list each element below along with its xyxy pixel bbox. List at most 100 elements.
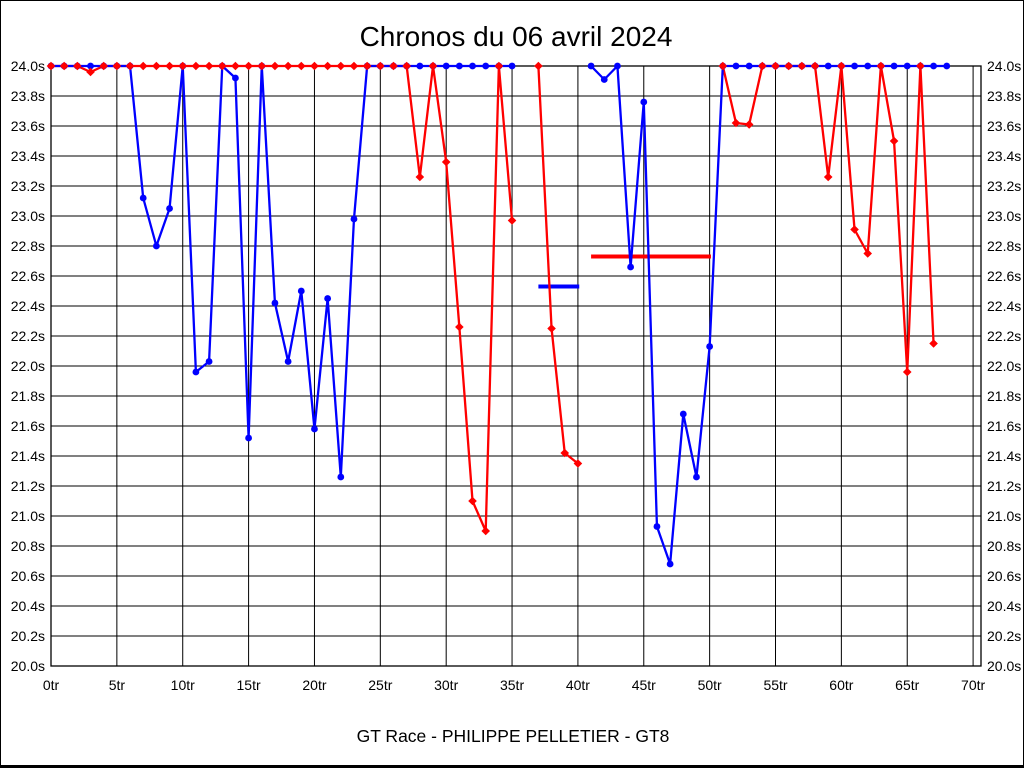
blue-lane-point [152, 242, 160, 250]
red-lane-point [125, 61, 135, 71]
chart-caption: GT Race - PHILIPPE PELLETIER - GT8 [357, 726, 670, 746]
x-axis-label: 45tr [632, 677, 656, 693]
blue-lane-point [693, 473, 700, 481]
red-lane-point [112, 61, 122, 71]
x-axis-label: 15tr [237, 677, 261, 693]
red-lane-point [573, 459, 583, 468]
blue-lane-point [745, 62, 753, 70]
red-lane-point [257, 61, 267, 71]
red-lane-point [283, 61, 293, 71]
y-axis-label-left: 23.2s [11, 178, 45, 194]
y-axis-label-right: 21.4s [987, 448, 1021, 464]
y-axis-label-left: 21.8s [11, 388, 45, 404]
blue-lane-point [232, 74, 239, 82]
red-lane-point [494, 61, 504, 71]
red-lane-point [99, 61, 108, 71]
red-lane-point [349, 61, 359, 71]
red-lane-point [191, 61, 201, 71]
red-lane-point [929, 339, 938, 348]
red-lane-point [771, 61, 780, 71]
red-lane-point [336, 61, 346, 71]
blue-lane-point [139, 194, 147, 202]
red-lane-point [402, 61, 411, 71]
red-lane-point [481, 526, 491, 536]
blue-lane-line [590, 64, 947, 566]
red-lane-point [784, 61, 793, 71]
y-axis-label-left: 21.4s [11, 448, 45, 464]
blue-lane-point [666, 560, 674, 568]
x-axis-label: 25tr [368, 677, 392, 693]
y-axis-label-left: 20.2s [11, 628, 45, 644]
x-axis-label: 55tr [763, 677, 787, 693]
red-lane-point [415, 172, 425, 182]
y-axis-label-left: 23.0s [11, 208, 45, 224]
blue-lane-point [508, 62, 516, 70]
blue-lane-point [482, 62, 490, 70]
y-axis-label-left: 21.6s [11, 418, 45, 434]
blue-lane-point [653, 523, 661, 530]
red-lane-point [152, 61, 161, 71]
y-axis-label-right: 22.2s [987, 328, 1021, 344]
blue-lane-point [324, 295, 332, 302]
red-lane-point [270, 61, 280, 71]
blue-lane-point [166, 205, 173, 212]
blue-lane-point [614, 62, 621, 70]
red-lane-point [889, 136, 899, 146]
x-axis-label: 50tr [698, 677, 722, 693]
red-lane-point [86, 67, 95, 77]
x-axis-label: 35tr [500, 677, 524, 693]
y-axis-label-right: 23.8s [987, 88, 1021, 104]
blue-lane-point [824, 62, 832, 70]
y-axis-label-left: 22.0s [11, 358, 45, 374]
red-lane-point [823, 172, 833, 182]
y-axis-label-left: 20.0s [11, 658, 45, 674]
red-lane-point [797, 61, 807, 71]
y-axis-label-right: 21.6s [987, 418, 1021, 434]
y-axis-label-right: 23.4s [987, 148, 1021, 164]
red-lane-line [51, 64, 514, 533]
red-lane-point [296, 61, 306, 71]
y-axis-label-left: 22.4s [11, 298, 45, 314]
y-axis-label-right: 22.4s [987, 298, 1021, 314]
x-axis-label: 20tr [302, 677, 326, 693]
y-axis-label-right: 20.0s [987, 658, 1021, 674]
red-lane-point [389, 61, 398, 71]
blue-lane-point [587, 62, 595, 70]
red-lane-point [217, 61, 227, 71]
y-axis-label-right: 21.0s [987, 508, 1021, 524]
red-lane-point [204, 61, 214, 71]
red-lane-point [165, 61, 174, 71]
chart-title: Chronos du 06 avril 2024 [360, 21, 673, 52]
red-lane-point [231, 61, 240, 71]
y-axis-label-left: 20.4s [11, 598, 45, 614]
y-axis-label-left: 22.2s [11, 328, 45, 344]
red-lane-point [468, 496, 477, 506]
red-lane-point [731, 118, 741, 128]
blue-lane-point [350, 215, 358, 223]
red-lane-point [916, 61, 925, 71]
blue-lane-point [311, 425, 318, 433]
blue-lane-point [469, 62, 476, 70]
red-lane-point [428, 61, 438, 71]
average-lines-layer [538, 254, 711, 289]
plot-border [50, 65, 982, 667]
blue-lane-point [455, 62, 463, 70]
blue-lane-point [297, 287, 305, 295]
y-axis-label-left: 21.0s [11, 508, 45, 524]
blue-lane-point [732, 62, 740, 70]
blue-lane-point [627, 263, 635, 271]
blue-lane-point [416, 62, 424, 70]
y-axis-label-right: 23.2s [987, 178, 1021, 194]
red-lane-point [178, 61, 188, 71]
red-lane-point [744, 120, 754, 129]
x-axis-label: 70tr [961, 677, 985, 693]
x-axis-label: 0tr [43, 677, 60, 693]
y-axis-label-right: 20.4s [987, 598, 1021, 614]
red-lane-point [863, 249, 873, 258]
red-lane-point [244, 61, 253, 71]
y-axis-label-right: 20.6s [987, 568, 1021, 584]
y-axis-label-left: 24.0s [11, 58, 45, 74]
blue-lane-point [679, 410, 687, 418]
blue-lane-point [640, 98, 648, 106]
